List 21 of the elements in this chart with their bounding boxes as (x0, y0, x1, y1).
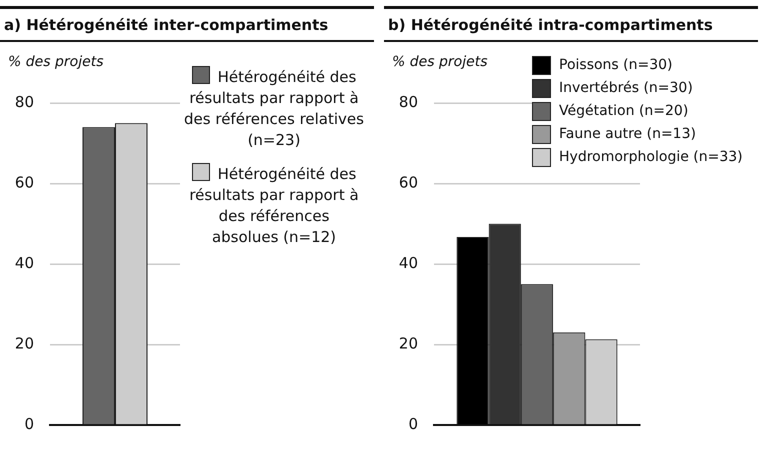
y-tick-label: 80 (14, 92, 34, 111)
chart-title: b) Hétérogénéité intra-compartiments (384, 6, 758, 42)
legend-label: Hétérogénéité des résultats par rapport à des références relatives (n=23) (184, 68, 364, 149)
legend-label: Poissons (n=30) (559, 56, 673, 75)
y-tick-label: 40 (398, 254, 418, 272)
legend-label: Faune autre (n=13) (559, 125, 696, 144)
legend-label: Invertébrés (n=30) (559, 79, 693, 98)
y-tick-label: 20 (14, 334, 34, 352)
y-tick-label: 0 (408, 414, 418, 433)
legend-label: Hétérogénéité des résultats par rapport à des références absolues (n=12) (189, 165, 359, 246)
y-tick-label: 80 (398, 92, 418, 111)
y-tick-label: 40 (14, 254, 34, 272)
y-tick-label: 20 (398, 334, 418, 352)
legend-label: Végétation (n=20) (559, 102, 688, 121)
y-tick-label: 60 (398, 173, 418, 192)
y-axis-title: % des projets (392, 54, 488, 70)
y-tick-label: 60 (14, 173, 34, 192)
y-tick-label: 0 (24, 414, 34, 433)
chart-title: a) Hétérogénéité inter-compartiments (0, 6, 374, 42)
legend-label: Hydromorphologie (n=33) (559, 148, 743, 167)
y-axis-title: % des projets (8, 54, 104, 70)
